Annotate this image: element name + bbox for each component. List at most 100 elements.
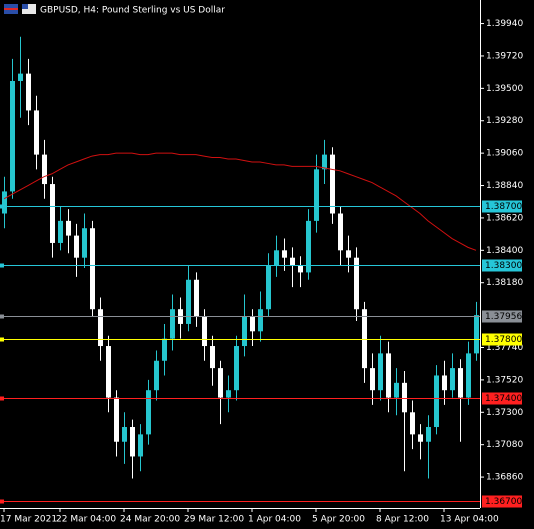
candle-body	[42, 154, 47, 185]
candle-body	[282, 250, 287, 258]
candle-body	[34, 110, 39, 155]
candle-body	[370, 368, 375, 391]
level-label-box	[482, 200, 522, 213]
level-label: 1.37400	[485, 394, 522, 404]
candle-body	[418, 434, 423, 442]
candle-body	[314, 169, 319, 221]
candle-body	[306, 220, 311, 273]
candle-body	[426, 427, 431, 442]
candle-body	[474, 315, 479, 354]
y-tick-label: 1.39940	[486, 19, 523, 29]
level-handle	[0, 337, 4, 342]
candle-body	[106, 346, 111, 398]
y-tick-label: 1.36860	[486, 473, 523, 483]
candle-body	[402, 382, 407, 413]
x-tick-label: 24 Mar 20:00	[120, 515, 180, 525]
level-label: 1.36700	[485, 497, 522, 507]
candle-body	[362, 309, 367, 369]
candle-body	[90, 228, 95, 310]
candle-body	[114, 397, 119, 442]
candle-body	[298, 265, 303, 273]
level-label-box	[482, 310, 522, 323]
candle-body	[202, 316, 207, 347]
level-handle	[0, 263, 4, 268]
candle-body	[50, 184, 55, 243]
x-tick-label: 5 Apr 20:00	[312, 515, 365, 525]
candle-body	[354, 257, 359, 310]
candle-body	[186, 279, 191, 324]
candle-body	[10, 80, 15, 192]
level-handle	[0, 314, 4, 319]
y-tick-label: 1.38400	[486, 246, 523, 256]
y-tick-label: 1.37080	[486, 440, 523, 450]
candle-body	[450, 368, 455, 391]
candle-body	[26, 73, 31, 111]
candle-body	[290, 257, 295, 266]
level-handle	[0, 499, 4, 504]
candle-body	[170, 309, 175, 339]
candle-body	[210, 346, 215, 369]
candle-body	[154, 360, 159, 391]
candle-body	[258, 309, 263, 332]
candle-body	[330, 154, 335, 214]
candle-body	[18, 73, 23, 81]
y-tick-label: 1.38840	[486, 181, 523, 191]
candle-body	[378, 353, 383, 391]
x-tick-label: 17 Mar 2021	[0, 515, 57, 525]
candle-body	[218, 368, 223, 398]
candle-body	[130, 427, 135, 457]
candle-body	[98, 309, 103, 347]
candle-body	[274, 250, 279, 266]
y-tick-label: 1.37300	[486, 408, 523, 418]
candle-body	[82, 228, 87, 258]
y-tick-label: 1.37520	[486, 375, 523, 385]
y-tick-label: 1.37740	[486, 343, 523, 353]
x-tick-label: 13 Apr 04:00	[440, 515, 499, 525]
candle-body	[410, 412, 415, 435]
candle-body	[58, 220, 63, 243]
candle-body	[2, 191, 7, 214]
candle-body	[138, 434, 143, 457]
x-tick-label: 8 Apr 12:00	[376, 515, 429, 525]
candle-body	[394, 382, 399, 398]
x-tick-label: 22 Mar 04:00	[56, 515, 116, 525]
candle-body	[466, 353, 471, 398]
moving-average	[3, 152, 477, 251]
x-tick-label: 29 Mar 12:00	[184, 515, 244, 525]
level-label: 1.38300	[485, 261, 522, 271]
level-label-box	[482, 392, 522, 405]
candle-body	[162, 338, 167, 361]
chart-title: GBPUSD, H4: Pound Sterling vs US Dollar	[40, 6, 225, 16]
y-tick-label: 1.39720	[486, 51, 523, 61]
candle-body	[250, 316, 255, 332]
level-label: 1.38700	[485, 202, 522, 212]
candle-body	[266, 265, 271, 310]
level-handle	[0, 396, 4, 401]
candle-body	[442, 375, 447, 391]
level-label: 1.37956	[485, 312, 522, 322]
candle-body	[386, 353, 391, 398]
candle-body	[234, 346, 239, 391]
level-label-box	[482, 333, 522, 346]
y-tick-label: 1.39060	[486, 149, 523, 159]
y-tick-label: 1.39500	[486, 84, 523, 94]
candle-body	[74, 235, 79, 258]
candle-body	[346, 250, 351, 258]
candle-body	[194, 279, 199, 317]
candle-body	[458, 368, 463, 398]
level-handle	[0, 204, 4, 209]
y-tick-label: 1.38620	[486, 213, 523, 223]
level-label: 1.37800	[485, 335, 522, 345]
level-label-box	[482, 259, 522, 272]
symbol-icon	[4, 4, 36, 14]
candle-body	[122, 427, 127, 442]
y-tick-label: 1.39280	[486, 116, 523, 126]
candle-body	[434, 375, 439, 428]
candle-body	[322, 154, 327, 170]
y-tick-label: 1.38180	[486, 278, 523, 288]
x-tick-label: 1 Apr 04:00	[248, 515, 301, 525]
candle-body	[242, 316, 247, 347]
level-label-box	[482, 495, 522, 508]
